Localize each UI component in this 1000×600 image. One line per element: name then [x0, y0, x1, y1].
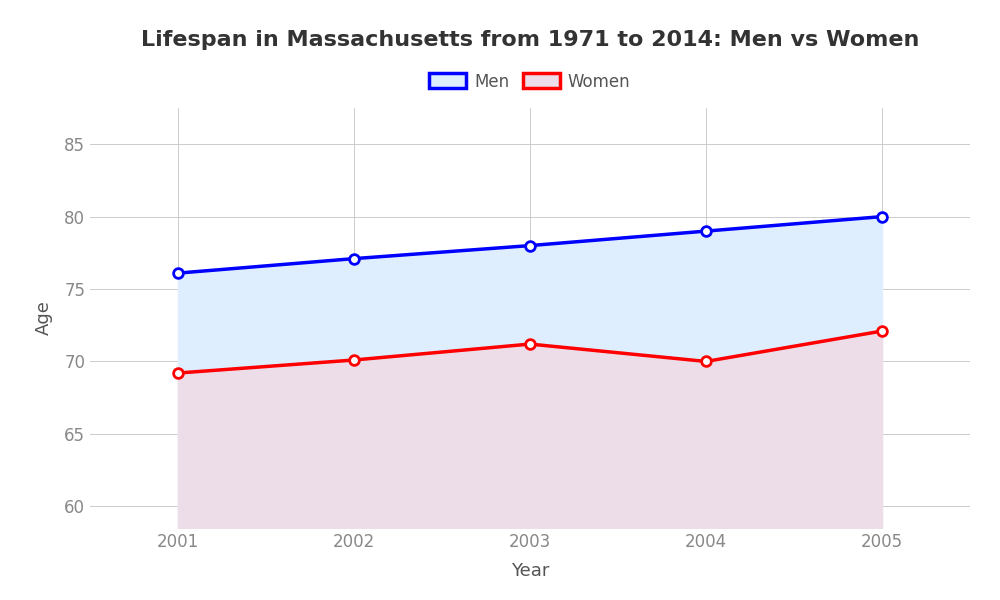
X-axis label: Year: Year	[511, 562, 549, 580]
Title: Lifespan in Massachusetts from 1971 to 2014: Men vs Women: Lifespan in Massachusetts from 1971 to 2…	[141, 29, 919, 49]
Legend: Men, Women: Men, Women	[423, 66, 637, 97]
Y-axis label: Age: Age	[35, 301, 53, 335]
